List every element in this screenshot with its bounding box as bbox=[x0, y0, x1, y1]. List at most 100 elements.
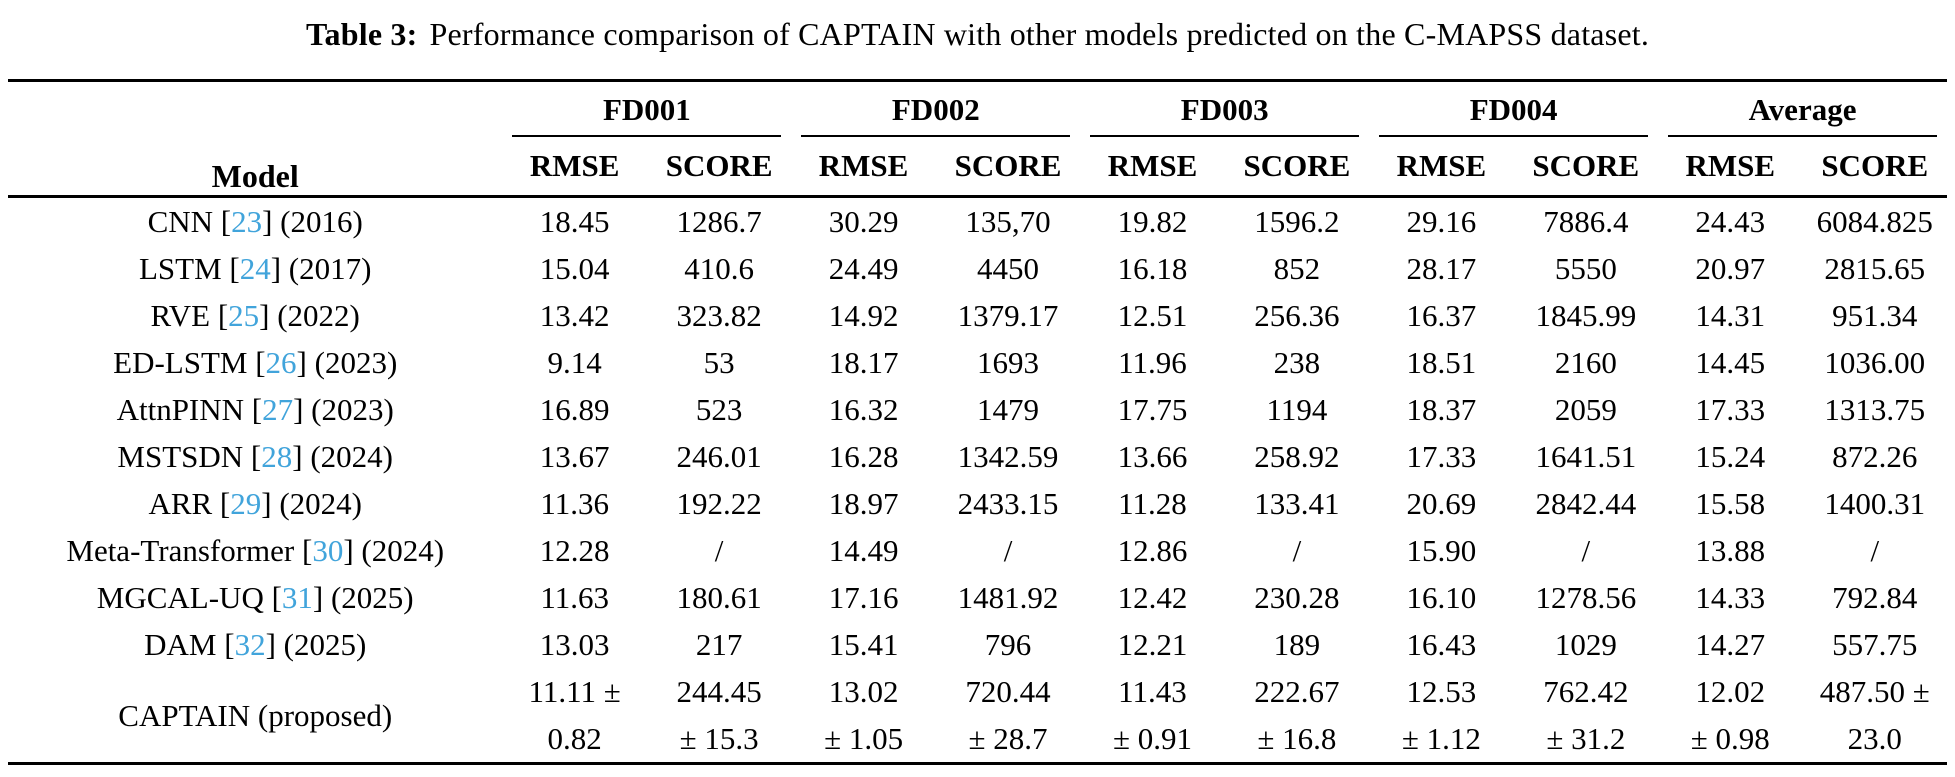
col-group-fd004: FD004 bbox=[1369, 81, 1658, 137]
model-name: DAM [32] (2025) bbox=[8, 621, 502, 668]
model-name: RVE [25] (2022) bbox=[8, 292, 502, 339]
caption-text: Performance comparison of CAPTAIN with o… bbox=[429, 16, 1650, 52]
metric-value: 1596.2 bbox=[1254, 204, 1340, 239]
metric-value: 796 bbox=[984, 627, 1032, 662]
model-name: CNN [23] (2016) bbox=[8, 197, 502, 246]
metric-value: 14.33 bbox=[1695, 580, 1766, 615]
metric-value: 19.82 bbox=[1117, 204, 1188, 239]
metric-value: 12.53 ± 1.12 bbox=[1401, 674, 1481, 756]
metric-value: 135,70 bbox=[965, 204, 1051, 239]
metric-value: 1313.75 bbox=[1824, 392, 1926, 427]
metric-value: 18.45 bbox=[539, 204, 610, 239]
metric-value: 16.89 bbox=[539, 392, 610, 427]
col-header-score-average: SCORE bbox=[1802, 137, 1947, 198]
metric-value: / bbox=[1581, 533, 1591, 568]
metric-value: 14.45 bbox=[1695, 345, 1766, 380]
model-name-text: ARR [ bbox=[148, 486, 231, 521]
citation-link[interactable]: 27 bbox=[262, 392, 294, 427]
citation-link[interactable]: 26 bbox=[265, 345, 297, 380]
metric-value: 2160 bbox=[1554, 345, 1617, 380]
table-row: LSTM [24] (2017) 15.04 410.6 24.49 4450 16.18… bbox=[8, 245, 1947, 292]
metric-value: 18.37 bbox=[1406, 392, 1477, 427]
metric-value: 14.92 bbox=[828, 298, 899, 333]
metric-value: 720.44 ± 28.7 bbox=[965, 674, 1051, 756]
metric-value: 6084.825 bbox=[1816, 204, 1933, 239]
metric-value: 323.82 bbox=[676, 298, 762, 333]
table-row: CNN [23] (2016) 18.45 1286.7 30.29 135,70 19.… bbox=[8, 197, 1947, 246]
col-header-rmse-fd001: RMSE bbox=[502, 137, 647, 198]
metric-value: 7886.4 bbox=[1543, 204, 1629, 239]
metric-value: 15.58 bbox=[1695, 486, 1766, 521]
col-group-average: Average bbox=[1658, 81, 1947, 137]
table-body: CNN [23] (2016) 18.45 1286.7 30.29 135,70 19.… bbox=[8, 197, 1947, 764]
model-name: MSTSDN [28] (2024) bbox=[8, 433, 502, 480]
metric-value: 13.66 bbox=[1117, 439, 1188, 474]
model-name-text: LSTM [ bbox=[138, 251, 240, 286]
metric-value: 12.28 bbox=[539, 533, 610, 568]
metric-value: 17.75 bbox=[1117, 392, 1188, 427]
citation-link[interactable]: 28 bbox=[261, 439, 293, 474]
citation-link[interactable]: 23 bbox=[231, 204, 263, 239]
metric-value: 14.31 bbox=[1695, 298, 1766, 333]
metric-value: 852 bbox=[1273, 251, 1321, 286]
model-year-text: ] (2017) bbox=[270, 251, 372, 286]
metric-value: 11.63 bbox=[540, 580, 609, 615]
metric-value: 487.50 ± 23.0 bbox=[1819, 674, 1930, 756]
metric-value: / bbox=[1003, 533, 1013, 568]
citation-link[interactable]: 31 bbox=[281, 580, 313, 615]
metric-value: 15.90 bbox=[1406, 533, 1477, 568]
metric-value: 13.42 bbox=[539, 298, 610, 333]
metric-value: 11.96 bbox=[1118, 345, 1187, 380]
metric-value: 9.14 bbox=[547, 345, 602, 380]
metric-value: 14.27 bbox=[1695, 627, 1766, 662]
metric-value: 1845.99 bbox=[1535, 298, 1637, 333]
sub-header-row: RMSE SCORE RMSE SCORE RMSE SCORE RMSE SC… bbox=[8, 137, 1947, 198]
col-header-rmse-fd004: RMSE bbox=[1369, 137, 1514, 198]
metric-value: 951.34 bbox=[1832, 298, 1918, 333]
metric-value: 15.04 bbox=[539, 251, 610, 286]
metric-value: / bbox=[1870, 533, 1880, 568]
metric-value: 12.42 bbox=[1117, 580, 1188, 615]
metric-value: 13.67 bbox=[539, 439, 610, 474]
metric-value: 13.88 bbox=[1695, 533, 1766, 568]
metric-value: 189 bbox=[1273, 627, 1321, 662]
table-row: MGCAL-UQ [31] (2025) 11.63 180.61 17.16 1481… bbox=[8, 574, 1947, 621]
metric-value: 1278.56 bbox=[1535, 580, 1637, 615]
model-name-text: MSTSDN [ bbox=[117, 439, 262, 474]
metric-value: 11.43 ± 0.91 bbox=[1112, 674, 1192, 756]
metric-value: 12.21 bbox=[1117, 627, 1188, 662]
col-group-fd003-label: FD003 bbox=[1090, 92, 1360, 137]
metric-value: 18.97 bbox=[828, 486, 899, 521]
citation-link[interactable]: 30 bbox=[312, 533, 344, 568]
metric-value: / bbox=[1292, 533, 1302, 568]
metric-value: 1036.00 bbox=[1824, 345, 1926, 380]
metric-value: 17.33 bbox=[1406, 439, 1477, 474]
metric-value: 217 bbox=[695, 627, 743, 662]
table-row: ED-LSTM [26] (2023) 9.14 53 18.17 1693 11.96 2… bbox=[8, 339, 1947, 386]
col-header-score-fd004: SCORE bbox=[1513, 137, 1659, 198]
metric-value: 17.33 bbox=[1695, 392, 1766, 427]
metric-value: 762.42 ± 31.2 bbox=[1543, 674, 1629, 756]
model-name-text: RVE [ bbox=[150, 298, 229, 333]
citation-link[interactable]: 24 bbox=[239, 251, 271, 286]
citation-link[interactable]: 25 bbox=[228, 298, 260, 333]
metric-value: 16.18 bbox=[1117, 251, 1188, 286]
metric-value: 30.29 bbox=[828, 204, 899, 239]
table-row: MSTSDN [28] (2024) 13.67 246.01 16.28 1342.5… bbox=[8, 433, 1947, 480]
metric-value: 12.51 bbox=[1117, 298, 1188, 333]
metric-value: 792.84 bbox=[1832, 580, 1918, 615]
results-table: Model FD001 FD002 FD003 FD004 Average RM… bbox=[8, 79, 1947, 765]
citation-link[interactable]: 29 bbox=[230, 486, 262, 521]
metric-value: 11.36 bbox=[540, 486, 609, 521]
metric-value: 238 bbox=[1273, 345, 1321, 380]
metric-value: 12.02 ± 0.98 bbox=[1690, 674, 1770, 756]
metric-value: 28.17 bbox=[1406, 251, 1477, 286]
model-year-text: ] (2025) bbox=[312, 580, 414, 615]
metric-value: 1400.31 bbox=[1824, 486, 1926, 521]
model-year-text: ] (2022) bbox=[259, 298, 360, 333]
model-name: AttnPINN [27] (2023) bbox=[8, 386, 502, 433]
col-group-fd004-label: FD004 bbox=[1379, 92, 1649, 137]
col-header-rmse-average: RMSE bbox=[1658, 137, 1803, 198]
caption-label: Table 3: bbox=[305, 16, 418, 52]
citation-link[interactable]: 32 bbox=[234, 627, 266, 662]
